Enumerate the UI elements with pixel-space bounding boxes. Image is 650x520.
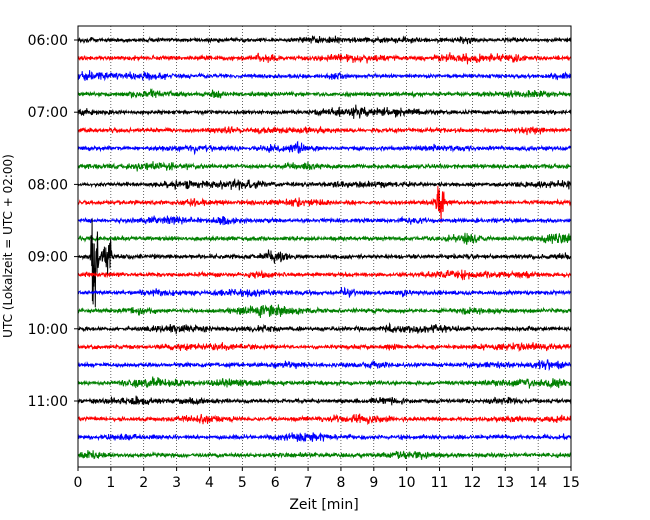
y-tick-label-11:00: 11:00 [28, 394, 68, 410]
y-tick-label-07:00: 07:00 [28, 105, 68, 121]
trace-09:30 [77, 286, 572, 298]
x-tick-label-0: 0 [74, 475, 83, 491]
x-tick-label-2: 2 [139, 475, 148, 491]
trace-09:45 [77, 304, 572, 319]
y-tick-label-09:00: 09:00 [28, 250, 68, 266]
x-tick-label-5: 5 [238, 475, 247, 491]
trace-08:15 [77, 185, 572, 223]
trace-11:00 [77, 395, 572, 406]
y-axis-ticks: 06:00 07:00 08:00 09:00 10:00 11:00 [28, 33, 78, 410]
trace-10:45 [77, 376, 572, 389]
trace-07:15 [77, 125, 572, 136]
trace-07:45 [77, 161, 572, 172]
trace-08:45 [77, 232, 572, 245]
x-axis-label: Zeit [min] [289, 497, 358, 513]
x-tick-label-7: 7 [304, 475, 313, 491]
x-tick-label-14: 14 [529, 475, 547, 491]
trace-10:30 [77, 359, 572, 372]
trace-08:00 [77, 177, 572, 191]
trace-11:30 [77, 432, 572, 443]
y-tick-label-10:00: 10:00 [28, 322, 68, 338]
trace-10:15 [77, 341, 572, 353]
x-tick-label-3: 3 [172, 475, 181, 491]
y-tick-label-08:00: 08:00 [28, 177, 68, 193]
trace-06:45 [77, 88, 572, 99]
trace-07:00 [77, 104, 572, 119]
x-tick-label-15: 15 [562, 475, 580, 491]
trace-08:30 [77, 215, 572, 226]
plot-frame [77, 25, 572, 468]
trace-06:30 [77, 70, 572, 82]
x-tick-label-6: 6 [271, 475, 280, 491]
trace-11:15 [77, 413, 572, 426]
x-tick-label-9: 9 [369, 475, 378, 491]
y-tick-label-06:00: 06:00 [28, 33, 68, 49]
trace-11:45 [77, 450, 572, 460]
trace-10:00 [77, 322, 572, 335]
trace-07:30 [77, 140, 572, 156]
seismic-traces [77, 35, 572, 460]
x-tick-label-11: 11 [431, 475, 449, 491]
x-tick-label-10: 10 [398, 475, 416, 491]
x-tick-label-1: 1 [106, 475, 115, 491]
y-axis-label: UTC (Lokalzeit = UTC + 02:00) [1, 154, 15, 338]
trace-09:15 [77, 269, 572, 281]
x-tick-label-4: 4 [205, 475, 214, 491]
x-axis-ticks: 0 1 2 3 4 5 6 7 8 9 10 11 12 13 14 15 [74, 467, 580, 491]
x-tick-label-8: 8 [336, 475, 345, 491]
trace-06:00 [77, 35, 572, 45]
x-tick-label-13: 13 [496, 475, 514, 491]
trace-09:00 [77, 218, 572, 308]
x-tick-label-12: 12 [463, 475, 481, 491]
trace-06:15 [77, 52, 572, 65]
